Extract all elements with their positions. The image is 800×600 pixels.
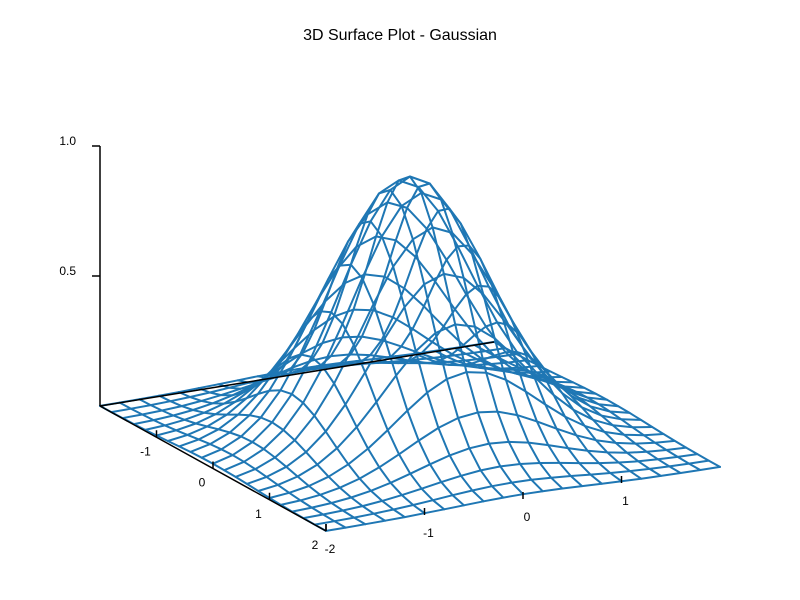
mesh-line-y <box>453 347 682 474</box>
mesh-line-y <box>296 175 524 496</box>
mesh-line-x <box>200 179 597 459</box>
mesh-line-y <box>355 244 584 488</box>
y-tick-label: -2 <box>325 542 336 556</box>
mesh-line-y <box>177 389 406 519</box>
y-axis-line <box>99 341 495 407</box>
mesh-line-y <box>414 350 643 480</box>
mesh-line-y <box>433 349 662 477</box>
y-tick-label: 1 <box>622 494 629 508</box>
mesh-line-y <box>197 353 426 515</box>
y-tick-label: -1 <box>423 526 434 540</box>
mesh-line-y <box>374 284 603 485</box>
mesh-line-y <box>473 344 702 471</box>
mesh-line-y <box>217 310 446 511</box>
mesh-line-y <box>394 321 623 483</box>
mesh-line-y <box>335 207 564 490</box>
z-tick-label: 1.0 <box>59 134 76 148</box>
mesh-line-y <box>315 182 544 493</box>
mesh-line-y <box>493 340 721 468</box>
mesh-line-x <box>212 175 608 465</box>
y-tick-label: 0 <box>524 510 531 524</box>
mesh-line-x <box>302 453 699 520</box>
z-tick-label: 0.5 <box>59 264 76 278</box>
x-tick-label: -1 <box>140 444 151 458</box>
mesh-line-y <box>118 401 347 529</box>
x-tick-label: 0 <box>199 476 206 490</box>
x-tick-label: 2 <box>312 538 319 552</box>
x-tick-label: 1 <box>255 507 262 521</box>
mesh-line-y <box>276 188 505 499</box>
mesh-line-y <box>256 220 485 503</box>
mesh-line-y <box>138 398 367 526</box>
chart-title: 3D Surface Plot - Gaussian <box>303 27 497 44</box>
mesh-line-y <box>158 394 387 522</box>
